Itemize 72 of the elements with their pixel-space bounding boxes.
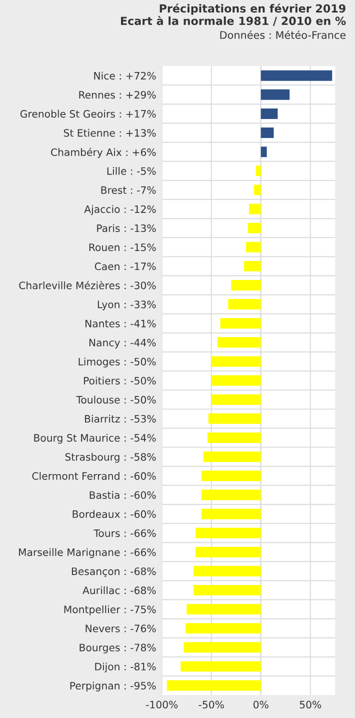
bar bbox=[256, 166, 261, 176]
bar bbox=[260, 146, 267, 158]
bar bbox=[248, 222, 261, 234]
y-tick-label: Bourges : -78% bbox=[80, 644, 156, 654]
y-tick-label: Charleville Mézières : -30% bbox=[19, 280, 156, 290]
chart-title: Précipitations en février 2019 Ecart à la normale 1981 / 2010 en % bbox=[121, 4, 346, 26]
bar bbox=[217, 337, 261, 348]
bar bbox=[186, 604, 261, 614]
bar bbox=[166, 680, 261, 691]
y-tick-label: Caen : -17% bbox=[94, 262, 156, 270]
bar bbox=[211, 394, 261, 405]
y-tick-label: Tours : -66% bbox=[94, 529, 156, 538]
y-tick-label: Besançon : -68% bbox=[72, 567, 156, 577]
y-tick-label: Toulouse : -50% bbox=[76, 396, 156, 404]
y-tick-label: Bourg St Maurice : -54% bbox=[34, 434, 156, 444]
y-tick-label: Brest : -7% bbox=[101, 186, 156, 194]
bar bbox=[201, 508, 261, 520]
bar bbox=[220, 318, 261, 329]
y-tick-label: Dijon : -81% bbox=[95, 662, 156, 672]
bar bbox=[228, 299, 261, 310]
bar bbox=[180, 661, 261, 672]
y-tick-label: Rennes : +29% bbox=[79, 90, 156, 99]
x-tick-label: -100% bbox=[146, 700, 178, 708]
bar bbox=[201, 490, 261, 500]
y-tick-label: Aurillac : -68% bbox=[82, 586, 156, 594]
y-tick-label: St Etienne : +13% bbox=[64, 128, 156, 137]
bar bbox=[201, 470, 261, 482]
bar bbox=[196, 546, 261, 558]
x-tick-label: 0% bbox=[254, 700, 268, 708]
y-tick-label: Montpellier : -75% bbox=[64, 605, 156, 616]
y-tick-label: Bastia : -60% bbox=[90, 491, 156, 499]
y-tick-label: Perpignan : -95% bbox=[70, 682, 156, 692]
y-tick-label: Biarritz : -53% bbox=[85, 414, 156, 423]
bar bbox=[231, 280, 261, 290]
y-tick-label: Strasbourg : -58% bbox=[65, 452, 156, 463]
chart-subtitle: Données : Météo-France bbox=[220, 30, 346, 39]
y-tick-label: Lille : -5% bbox=[107, 167, 156, 175]
bar bbox=[260, 108, 278, 119]
bar bbox=[184, 642, 261, 653]
y-tick-label: Paris : -13% bbox=[97, 224, 156, 232]
y-tick-label: Chambéry Aix : +6% bbox=[51, 148, 156, 158]
y-tick-label: Nancy : -44% bbox=[89, 338, 156, 348]
y-tick-label: Limoges : -50% bbox=[78, 358, 156, 368]
y-tick-label: Nantes : -41% bbox=[86, 320, 156, 328]
bar bbox=[211, 356, 261, 367]
bar bbox=[260, 89, 290, 100]
bar bbox=[196, 528, 261, 538]
bar bbox=[246, 242, 261, 252]
bar bbox=[186, 623, 261, 634]
bar bbox=[208, 413, 261, 424]
y-tick-label: Marseille Marignane : -66% bbox=[19, 548, 156, 558]
x-tick-label: -50% bbox=[198, 700, 224, 708]
y-tick-label: Grenoble St Geoirs : +17% bbox=[20, 110, 156, 118]
bar bbox=[207, 432, 261, 443]
y-tick-label: Ajaccio : -12% bbox=[84, 205, 156, 215]
x-tick-label: 50% bbox=[300, 700, 322, 708]
bar bbox=[194, 566, 261, 576]
y-tick-label: Rouen : -15% bbox=[89, 243, 156, 252]
y-tick-label: Bordeaux : -60% bbox=[72, 510, 156, 518]
y-tick-label: Lyon : -33% bbox=[98, 300, 156, 310]
y-tick-label: Nice : +72% bbox=[94, 72, 156, 80]
bar bbox=[194, 584, 261, 596]
bar bbox=[248, 204, 261, 214]
y-tick-label: Poitiers : -50% bbox=[84, 376, 156, 385]
bar bbox=[211, 375, 261, 386]
y-tick-label: Nevers : -76% bbox=[86, 624, 156, 632]
bar bbox=[260, 70, 332, 81]
bar bbox=[244, 260, 261, 272]
y-tick-label: Clermont Ferrand : -60% bbox=[32, 472, 156, 480]
bar bbox=[254, 184, 261, 196]
bar bbox=[203, 452, 261, 462]
bar bbox=[260, 128, 274, 138]
